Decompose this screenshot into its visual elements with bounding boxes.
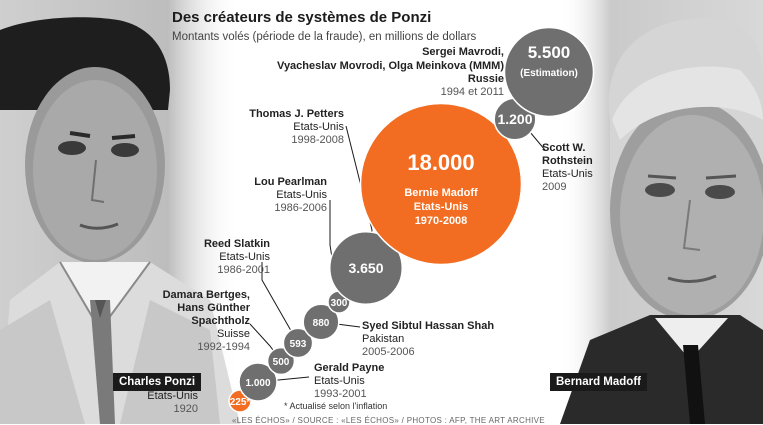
bubble-value-18-000: 18.000 [407, 150, 474, 175]
source-line: «LES ÉCHOS» / SOURCE : «LES ÉCHOS» / PHO… [232, 416, 545, 425]
bubble-value-3-650: 3.650 [348, 260, 383, 276]
bubble-value-593: 593 [290, 339, 307, 350]
pearlman-name: Lou Pearlman [254, 176, 327, 188]
payne-country: Etats-Unis [314, 375, 365, 387]
slatkin-label: Reed Slatkin Etats-Unis 1986-2001 [186, 238, 270, 277]
rothstein-name-1: Scott W. [542, 142, 586, 154]
ponzi-label: Etats-Unis 1920 [146, 390, 198, 416]
madoff-bubble-line-1: Etats-Unis [414, 201, 468, 213]
petters-country: Etats-Unis [293, 121, 344, 133]
shah-name: Syed Sibtul Hassan Shah [362, 320, 495, 332]
shah-period: 2005-2006 [362, 346, 415, 358]
chart-subtitle: Montants volés (période de la fraude), e… [172, 31, 477, 43]
bubble-value-300: 300 [331, 298, 348, 309]
pearlman-label: Lou Pearlman Etats-Unis 1986-2006 [232, 176, 327, 215]
mavrodi-label: Sergei Mavrodi, [330, 46, 504, 59]
bubble-thomas-j-petters [329, 231, 403, 305]
bertges-country: Suisse [216, 328, 250, 340]
payne-name: Gerald Payne [314, 362, 385, 374]
bertges-name-2: Hans Günther [177, 302, 250, 314]
madoff-caption: Bernard Madoff [550, 373, 647, 391]
shah-label: Syed Sibtul Hassan Shah Pakistan 2005-20… [362, 320, 542, 359]
rothstein-label: Scott W. Rothstein Etats-Unis 2009 [542, 142, 642, 194]
mavrodi-period: 1994 et 2011 [440, 86, 504, 98]
bubble-reed-slatkin [282, 327, 314, 359]
payne-label: Gerald Payne Etats-Unis 1993-2001 [314, 362, 434, 401]
petters-name: Thomas J. Petters [249, 108, 344, 120]
mavrodi-name-2: Vyacheslav Movrodi, Olga Meinkova (MMM) [277, 60, 504, 72]
petters-label: Thomas J. Petters Etats-Unis 1998-2008 [220, 108, 344, 147]
mavrodi-name-1: Sergei Mavrodi, [422, 46, 504, 58]
chart-title: Des créateurs de systèmes de Ponzi [172, 9, 432, 26]
mavrodi-country: Russie [467, 73, 504, 85]
bubble-value-225: 225* [230, 397, 251, 408]
rothstein-name-2: Rothstein [542, 155, 593, 167]
payne-period: 1993-2001 [314, 388, 367, 400]
bubble-sergei-mavrodi [503, 26, 595, 118]
slatkin-country: Etats-Unis [219, 251, 270, 263]
bertges-period: 1992-1994 [197, 341, 250, 353]
madoff-bubble-line-0: Bernie Madoff [404, 187, 478, 199]
bertges-name-3: Spachtholz [191, 315, 250, 327]
shah-country: Pakistan [362, 333, 405, 345]
bubble-sublabel: (Estimation) [520, 68, 578, 79]
bubble-value-5-500: 5.500 [528, 43, 571, 62]
ponzi-country: Etats-Unis [147, 390, 198, 402]
bubble-syed-sibtul-hassan-shah [302, 303, 340, 341]
rothstein-country: Etats-Unis [542, 168, 593, 180]
ponzi-period: 1920 [173, 403, 198, 415]
slatkin-name: Reed Slatkin [203, 238, 270, 250]
bubble-bernie-madoff [359, 102, 523, 266]
footnote: * Actualisé selon l'inflation [284, 401, 388, 411]
pearlman-period: 1986-2006 [274, 202, 327, 214]
ponzi-portrait [0, 0, 240, 424]
madoff-bubble-line-2: 1970-2008 [415, 215, 468, 227]
bubble-value-1-200: 1.200 [497, 111, 532, 127]
bubble-value-500: 500 [273, 357, 290, 368]
connector-line-2 [261, 262, 299, 344]
bubble-gerald-payne [238, 362, 278, 402]
rothstein-period: 2009 [542, 181, 567, 193]
slatkin-period: 1986-2001 [217, 264, 270, 276]
bertges-name-1: Damara Bertges, [162, 289, 250, 301]
mavrodi-label-2: Vyacheslav Movrodi, Olga Meinkova (MMM) … [226, 60, 504, 99]
bertges-label: Damara Bertges, Hans Günther Spachtholz … [148, 289, 250, 354]
petters-period: 1998-2008 [291, 134, 344, 146]
bubble-value-1-000: 1.000 [245, 378, 270, 389]
ponzi-caption: Charles Ponzi [113, 373, 202, 391]
bubble-value-880: 880 [313, 318, 330, 329]
pearlman-country: Etats-Unis [276, 189, 327, 201]
